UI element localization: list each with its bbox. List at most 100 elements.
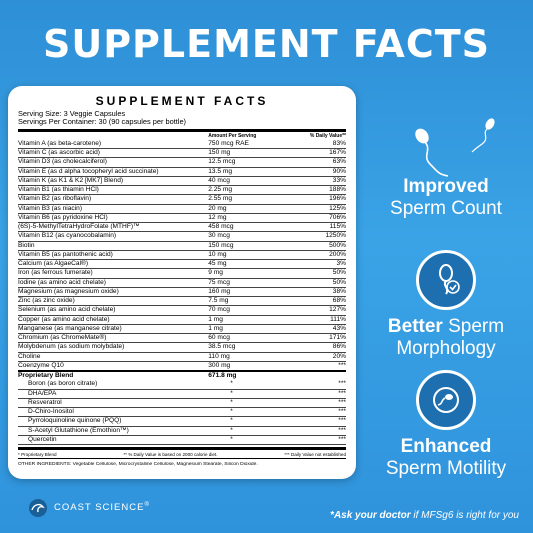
brand-name-text: COAST SCIENCE xyxy=(54,502,145,514)
nutrient-row: Vitamin E (as d alpha tocopheryl acid su… xyxy=(18,167,346,177)
nutrient-row: Iron (as ferrous fumerate) 9 mg 50% xyxy=(18,268,346,279)
nutrient-name: (6S)-5-MethylTetraHydroFolate (MTHF)™ xyxy=(18,222,209,233)
nutrient-row: Vitamin B6 (as pyridoxine HCl) 12 mg 706% xyxy=(18,213,346,224)
nutrient-amount: 1 mg xyxy=(208,315,287,325)
nutrient-dv: 20% xyxy=(286,352,346,362)
nutrient-name: Vitamin B1 (as thiamin HCl) xyxy=(18,185,209,196)
nutrient-amount: 75 mcg xyxy=(208,278,287,288)
nutrient-name: Vitamin D3 (as cholecalciferol) xyxy=(18,157,209,168)
benefit-bold: Improved xyxy=(403,176,489,197)
proprietary-blend-name: Proprietary Blend xyxy=(18,370,209,381)
nutrient-amount: 30 mcg xyxy=(208,231,287,242)
nutrient-row: Chromium (as ChromeMate®) 60 mcg 171% xyxy=(18,333,346,344)
nutrient-dv: 83% xyxy=(286,139,346,150)
nutrient-dv: 111% xyxy=(286,315,346,325)
footnote-daily-value: ** % Daily Value is based on 2000 calori… xyxy=(123,452,218,458)
nutrient-name: Calcium (as AlgaeCal®) xyxy=(18,259,209,270)
proprietary-blend-dv xyxy=(286,370,346,381)
nutrient-dv: 43% xyxy=(286,324,346,335)
serving-size: Serving Size: 3 Veggie Capsules xyxy=(18,109,126,118)
sperm-icon xyxy=(471,118,495,153)
nutrient-amount: 160 mg xyxy=(208,287,287,298)
benefit-bold-word: Better xyxy=(387,316,443,337)
other-ingredients: OTHER INGREDIENTS: Vegetable Cellulose, … xyxy=(18,462,258,468)
nutrient-dv: 125% xyxy=(286,204,346,214)
nutrient-amount: 7.5 mg xyxy=(208,296,287,307)
header-blank xyxy=(18,133,208,140)
benefit-light: Morphology xyxy=(396,338,496,359)
nutrient-dv: 63% xyxy=(286,157,346,168)
nutrient-name: Vitamin B3 (as niacin) xyxy=(18,204,209,214)
nutrient-row: (6S)-5-MethylTetraHydroFolate (MTHF)™ 458… xyxy=(18,222,346,233)
nutrient-amount: 300 mg xyxy=(208,361,287,372)
nutrient-dv: 50% xyxy=(286,278,346,288)
cta-italic: if MFSg6 is right for you xyxy=(410,510,519,521)
benefit-light: Sperm Count xyxy=(390,198,502,219)
nutrient-name: Molybdenum (as sodium molybdate) xyxy=(18,342,209,353)
blend-item-row: Quercetin * *** xyxy=(18,435,346,446)
nutrient-dv: *** xyxy=(286,435,346,446)
nutrient-amount: 10 mg xyxy=(208,250,287,261)
nutrient-dv: 68% xyxy=(286,296,346,307)
morphology-icon-circle xyxy=(416,250,476,310)
nutrient-name: D-Chiro-Inositol xyxy=(18,407,209,418)
nutrient-dv: *** xyxy=(286,380,346,390)
nutrient-name: Iodine (as amino acid chelate) xyxy=(18,278,209,288)
thin-rule xyxy=(18,458,346,460)
nutrient-row: Vitamin B5 (as pantothenic acid) 10 mg 200… xyxy=(18,250,346,261)
nutrient-dv: 196% xyxy=(286,194,346,205)
nutrient-amount: 60 mcg xyxy=(208,333,287,344)
benefit-light: Sperm Motility xyxy=(385,458,507,479)
nutrient-name: Vitamin A (as beta-carotene) xyxy=(18,139,209,150)
sperm-icon xyxy=(415,128,449,177)
footnote-not-established: *** Daily Value not established xyxy=(284,452,346,458)
nutrient-name: Coenzyme Q10 xyxy=(18,361,209,372)
label-title: SUPPLEMENT FACTS xyxy=(95,94,269,108)
blend-item-row: DHA/EPA * *** xyxy=(18,389,346,399)
nutrient-dv: 188% xyxy=(286,185,346,196)
nutrient-name: Zinc (as zinc oxide) xyxy=(18,296,209,307)
nutrient-dv: *** xyxy=(286,407,346,418)
nutrient-name: Pyrroloquinoline quinone (PQQ) xyxy=(18,416,209,427)
sperm-motion-icon xyxy=(433,387,459,413)
nutrient-amount: * xyxy=(208,398,287,409)
nutrient-name: Vitamin B6 (as pyridoxine HCl) xyxy=(18,213,209,224)
supplement-facts-label: SUPPLEMENT FACTS Serving Size: 3 Veggie … xyxy=(8,86,356,479)
blend-item-row: S-Acetyl Glutathione (Emothion™) * *** xyxy=(18,426,346,436)
nutrient-dv: 706% xyxy=(286,213,346,224)
nutrient-amount: * xyxy=(208,407,287,418)
nutrient-dv: 500% xyxy=(286,241,346,251)
nutrient-amount: 20 mg xyxy=(208,204,287,214)
nutrient-name: Selenium (as amino acid chelate) xyxy=(18,305,209,316)
nutrient-row: Calcium (as AlgaeCal®) 45 mg 3% xyxy=(18,259,346,270)
nutrient-name: Resveratrol xyxy=(18,398,209,409)
nutrient-amount: * xyxy=(208,380,287,390)
nutrient-name: Vitamin C (as ascorbic acid) xyxy=(18,148,209,159)
header-dv: % Daily Value** xyxy=(309,132,346,139)
nutrient-dv: 167% xyxy=(286,148,346,159)
nutrient-dv: *** xyxy=(286,416,346,427)
blend-item-row: Resveratrol * *** xyxy=(18,398,346,409)
nutrient-row: Vitamin B2 (as riboflavin) 2.55 mg 196% xyxy=(18,194,346,205)
nutrient-row: Vitamin A (as beta-carotene) 750 mcg RAE 8… xyxy=(18,139,346,150)
nutrient-name: Manganese (as manganese citrate) xyxy=(18,324,209,335)
cta-prefix: *Ask your doctor xyxy=(330,510,411,521)
benefit-bold: Better Sperm xyxy=(362,316,530,338)
nutrient-name: Vitamin B12 (as cyanocobalamin) xyxy=(18,231,209,242)
nutrient-name: Vitamin E (as d alpha tocopheryl acid su… xyxy=(18,167,209,177)
nutrient-row: Magnesium (as magnesium oxide) 160 mg 38% xyxy=(18,287,346,298)
nutrient-amount: 40 mcg xyxy=(208,176,287,187)
nutrient-row: Iodine (as amino acid chelate) 75 mcg 50% xyxy=(18,278,346,288)
nutrient-row: Selenium (as amino acid chelate) 70 mcg 12… xyxy=(18,305,346,316)
nutrient-dv: *** xyxy=(286,398,346,409)
nutrient-dv: 38% xyxy=(286,287,346,298)
nutrient-amount: 45 mg xyxy=(208,259,287,270)
proprietary-blend-row: Proprietary Blend 671.8 mg xyxy=(18,370,346,381)
nutrient-name: Quercetin xyxy=(18,435,209,446)
nutrient-amount: 458 mcg xyxy=(208,222,287,233)
nutrient-row: Vitamin D3 (as cholecalciferol) 12.5 mcg 6… xyxy=(18,157,346,168)
servings-per-container: Servings Per Container: 30 (90 capsules … xyxy=(18,117,187,127)
nutrient-amount: 9 mg xyxy=(208,268,287,279)
wave-logo-icon xyxy=(29,499,47,517)
thick-rule xyxy=(18,128,346,132)
